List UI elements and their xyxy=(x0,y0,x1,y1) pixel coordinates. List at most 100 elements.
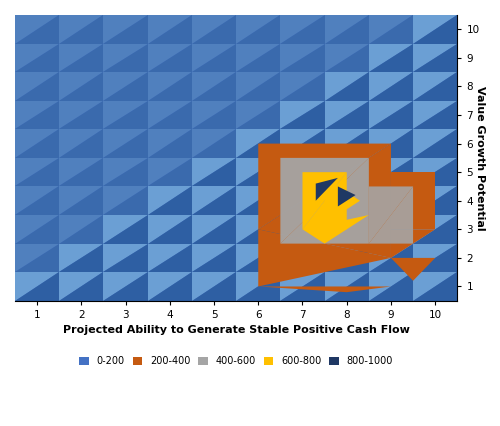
Polygon shape xyxy=(413,72,458,101)
Polygon shape xyxy=(280,130,324,158)
Polygon shape xyxy=(104,72,148,101)
Polygon shape xyxy=(148,43,192,72)
Polygon shape xyxy=(324,187,369,215)
Polygon shape xyxy=(369,101,413,130)
Polygon shape xyxy=(192,130,236,158)
Polygon shape xyxy=(236,101,281,130)
Legend: 0-200, 200-400, 400-600, 600-800, 800-1000: 0-200, 200-400, 400-600, 600-800, 800-10… xyxy=(76,352,397,370)
Polygon shape xyxy=(192,15,236,43)
Polygon shape xyxy=(192,215,236,244)
Polygon shape xyxy=(369,244,413,272)
Polygon shape xyxy=(104,187,148,215)
Polygon shape xyxy=(324,130,369,158)
Polygon shape xyxy=(148,72,192,101)
Polygon shape xyxy=(369,244,413,272)
Polygon shape xyxy=(369,43,413,72)
Polygon shape xyxy=(59,187,104,215)
Polygon shape xyxy=(236,101,281,130)
Polygon shape xyxy=(236,15,281,43)
Polygon shape xyxy=(15,244,59,272)
Polygon shape xyxy=(369,43,413,72)
Polygon shape xyxy=(369,215,413,244)
Polygon shape xyxy=(280,15,324,43)
Polygon shape xyxy=(192,101,236,130)
Polygon shape xyxy=(148,187,192,215)
Polygon shape xyxy=(192,244,236,272)
Polygon shape xyxy=(148,272,192,301)
Polygon shape xyxy=(236,272,281,301)
Polygon shape xyxy=(192,72,236,101)
Polygon shape xyxy=(280,43,324,72)
Polygon shape xyxy=(148,101,192,130)
Polygon shape xyxy=(413,187,458,215)
Polygon shape xyxy=(413,15,458,43)
Polygon shape xyxy=(280,272,324,301)
Polygon shape xyxy=(59,158,104,187)
Polygon shape xyxy=(280,158,324,187)
Polygon shape xyxy=(280,244,324,272)
Polygon shape xyxy=(324,215,369,244)
Polygon shape xyxy=(192,187,236,215)
Polygon shape xyxy=(104,244,148,272)
Polygon shape xyxy=(413,272,458,301)
Polygon shape xyxy=(413,130,458,158)
Polygon shape xyxy=(324,244,369,272)
Polygon shape xyxy=(280,15,324,43)
Polygon shape xyxy=(104,244,148,272)
Polygon shape xyxy=(280,215,324,244)
Polygon shape xyxy=(280,158,324,187)
Polygon shape xyxy=(413,43,458,72)
Polygon shape xyxy=(15,215,59,244)
Polygon shape xyxy=(413,272,458,301)
Polygon shape xyxy=(104,43,148,72)
Polygon shape xyxy=(59,215,104,244)
Polygon shape xyxy=(369,158,413,187)
Polygon shape xyxy=(59,244,104,272)
Polygon shape xyxy=(192,72,236,101)
Polygon shape xyxy=(104,272,148,301)
Polygon shape xyxy=(258,286,391,292)
Polygon shape xyxy=(59,130,104,158)
Polygon shape xyxy=(192,130,236,158)
Polygon shape xyxy=(324,130,369,158)
Polygon shape xyxy=(15,272,59,301)
Polygon shape xyxy=(59,244,104,272)
Polygon shape xyxy=(59,272,104,301)
Polygon shape xyxy=(413,158,458,187)
Polygon shape xyxy=(59,72,104,101)
Polygon shape xyxy=(369,72,413,101)
Polygon shape xyxy=(369,158,413,187)
Polygon shape xyxy=(15,72,59,101)
Polygon shape xyxy=(302,172,346,229)
Polygon shape xyxy=(280,215,324,244)
Polygon shape xyxy=(324,43,369,72)
Polygon shape xyxy=(391,258,435,281)
Y-axis label: Value Growth Potential: Value Growth Potential xyxy=(475,86,485,230)
Polygon shape xyxy=(324,272,369,301)
Polygon shape xyxy=(236,43,281,72)
Polygon shape xyxy=(192,158,236,187)
Polygon shape xyxy=(104,130,148,158)
Polygon shape xyxy=(280,158,369,244)
Polygon shape xyxy=(192,43,236,72)
Polygon shape xyxy=(148,215,192,244)
Polygon shape xyxy=(192,272,236,301)
Polygon shape xyxy=(15,43,59,72)
Polygon shape xyxy=(324,72,369,101)
Polygon shape xyxy=(369,187,413,244)
Polygon shape xyxy=(236,72,281,101)
Polygon shape xyxy=(59,15,104,43)
Polygon shape xyxy=(148,130,192,158)
Polygon shape xyxy=(258,144,391,258)
Polygon shape xyxy=(236,244,281,272)
Polygon shape xyxy=(15,244,59,272)
Polygon shape xyxy=(192,101,236,130)
Polygon shape xyxy=(280,158,369,244)
Polygon shape xyxy=(15,187,59,215)
Polygon shape xyxy=(413,244,458,272)
Polygon shape xyxy=(59,15,104,43)
Polygon shape xyxy=(15,43,59,72)
Polygon shape xyxy=(324,178,360,224)
Polygon shape xyxy=(324,43,369,72)
Polygon shape xyxy=(236,43,281,72)
